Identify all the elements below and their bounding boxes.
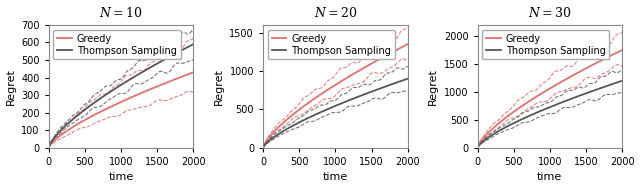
Greedy <box>176 76 184 79</box>
Thompson Sampling <box>176 50 184 52</box>
Greedy <box>474 146 481 149</box>
Greedy <box>131 95 138 97</box>
Title: $N = 20$: $N = 20$ <box>314 6 357 20</box>
Greedy <box>618 49 626 51</box>
Greedy <box>131 95 139 97</box>
Greedy <box>345 76 353 78</box>
Greedy <box>260 145 268 147</box>
Title: $N = 30$: $N = 30$ <box>528 6 572 20</box>
Greedy <box>560 79 568 82</box>
Thompson Sampling <box>381 86 389 88</box>
Greedy <box>45 145 53 148</box>
Title: $N = 10$: $N = 10$ <box>99 6 143 20</box>
Legend: Greedy, Thompson Sampling: Greedy, Thompson Sampling <box>54 30 180 59</box>
Thompson Sampling <box>474 146 481 149</box>
Y-axis label: Regret: Regret <box>428 68 438 105</box>
X-axis label: time: time <box>537 172 563 182</box>
Thompson Sampling <box>605 84 612 86</box>
Thompson Sampling <box>45 146 52 149</box>
Thompson Sampling <box>346 99 353 101</box>
Line: Greedy: Greedy <box>49 72 193 148</box>
Y-axis label: Regret: Regret <box>214 68 224 105</box>
Thompson Sampling <box>345 99 353 102</box>
Line: Thompson Sampling: Thompson Sampling <box>477 81 622 148</box>
Thompson Sampling <box>404 78 412 80</box>
Line: Greedy: Greedy <box>477 50 622 147</box>
Greedy <box>133 94 141 96</box>
Greedy <box>562 78 570 80</box>
Greedy <box>381 55 389 57</box>
Thompson Sampling <box>559 101 567 103</box>
Greedy <box>474 145 482 147</box>
Greedy <box>189 71 197 74</box>
Thompson Sampling <box>260 146 268 148</box>
Thompson Sampling <box>133 74 141 76</box>
Greedy <box>404 43 412 45</box>
Thompson Sampling <box>166 55 174 57</box>
Thompson Sampling <box>618 80 626 82</box>
Y-axis label: Regret: Regret <box>6 68 15 105</box>
Thompson Sampling <box>562 100 570 102</box>
Greedy <box>596 60 604 62</box>
Thompson Sampling <box>189 43 197 45</box>
Line: Greedy: Greedy <box>263 44 408 147</box>
Greedy <box>390 50 398 52</box>
Greedy <box>348 74 355 76</box>
Thompson Sampling <box>560 101 568 103</box>
Thompson Sampling <box>131 76 138 78</box>
Greedy <box>166 80 174 82</box>
Thompson Sampling <box>390 82 398 85</box>
Greedy <box>605 56 612 58</box>
X-axis label: time: time <box>323 172 348 182</box>
Thompson Sampling <box>348 98 355 100</box>
Greedy <box>259 146 267 149</box>
Line: Thompson Sampling: Thompson Sampling <box>263 79 408 148</box>
Thompson Sampling <box>45 145 53 147</box>
Thompson Sampling <box>596 87 604 90</box>
Legend: Greedy, Thompson Sampling: Greedy, Thompson Sampling <box>483 30 609 59</box>
Line: Thompson Sampling: Thompson Sampling <box>49 44 193 147</box>
Legend: Greedy, Thompson Sampling: Greedy, Thompson Sampling <box>268 30 395 59</box>
Greedy <box>346 75 353 77</box>
X-axis label: time: time <box>108 172 134 182</box>
Greedy <box>559 80 567 82</box>
Thompson Sampling <box>131 75 139 78</box>
Thompson Sampling <box>474 146 482 148</box>
Thompson Sampling <box>259 146 267 149</box>
Greedy <box>45 146 52 149</box>
